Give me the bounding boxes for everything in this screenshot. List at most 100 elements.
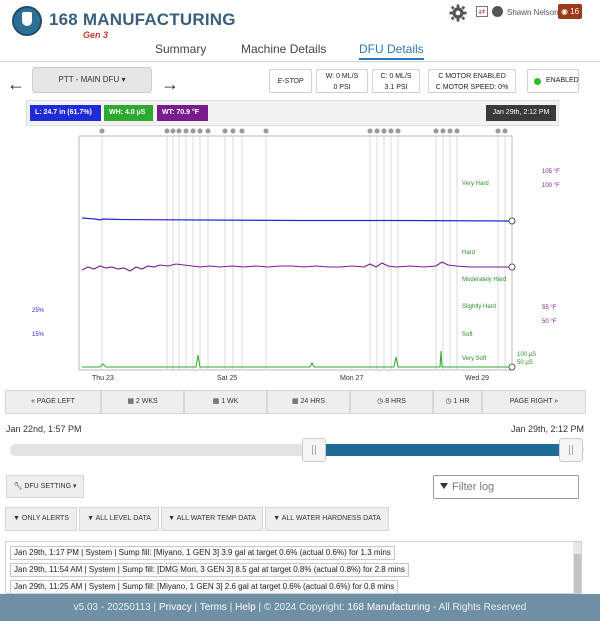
zone-label: Very Soft [462,356,487,362]
log-entry: Jan 29th, 1:17 PM | System | Sump fill: … [10,546,395,560]
water-flow: W: 0 ML/S [325,73,359,80]
only-alerts-button[interactable]: ▼ ONLY ALERTS [5,507,77,531]
company-link[interactable]: 168 Manufacturing [347,602,431,613]
page-navigation: « PAGE LEFT ▦ 2 WKS ▦ 1 WK ▦ 24 HRS ◷ 8 … [5,390,586,414]
zone-label: Hard [462,250,475,256]
device-select[interactable]: PTT - MAIN DFU ▾ [32,67,152,93]
enabled-toggle[interactable]: ENABLED [527,69,579,93]
motor-speed: C MOTOR SPEED: 0% [435,84,509,91]
notification-count: 16 [570,7,580,16]
level-axis-label: 25% [32,308,45,314]
legend-temperature[interactable]: WT: 70.9 °F [157,105,208,121]
all-water-hardness-button[interactable]: ▼ ALL WATER HARDNESS DATA [265,507,389,531]
level-series-line [81,217,513,222]
clock-icon: ◷ [377,398,386,405]
page-left-label: PAGE LEFT [36,398,75,405]
zone-label: Soft [462,332,473,338]
filter-log-placeholder: Filter log [452,481,495,493]
tab-divider [0,61,600,62]
two-weeks-label: 2 WKS [135,398,158,405]
temperature-series-line [81,261,512,272]
motor-status: C MOTOR ENABLED C MOTOR SPEED: 0% [428,69,516,93]
filter-icon [440,483,448,489]
one-week-label: 1 WK [221,398,239,405]
water-pressure: 0 PSI [333,84,351,91]
terms-link[interactable]: Terms [199,602,227,613]
arrow-left-icon[interactable]: ← [7,74,25,94]
temperature-endpoint [508,263,516,271]
page-right-button[interactable]: PAGE RIGHT » [482,390,586,414]
all-level-data-button[interactable]: ▼ ALL LEVEL DATA [79,507,159,531]
x-tick-label: Wed 29 [465,375,489,382]
enabled-label: ENABLED [546,77,579,84]
coolant-status: C: 0 ML/S 3.1 PSI [372,69,420,93]
coolant-pressure: 3.1 PSI [384,84,408,91]
filter-log-input[interactable]: Filter log [433,475,579,499]
zone-label: Moderately Hard [462,277,506,283]
8-hours-button[interactable]: ◷ 8 HRS [350,390,433,414]
all-water-temp-label: ALL WATER TEMP DATA [176,515,256,522]
filter-icon: ▼ [87,515,96,522]
privacy-link[interactable]: Privacy [158,602,192,613]
dfu-chart[interactable]: Very Hard Hard Moderately Hard Slightly … [0,126,600,388]
24-hours-label: 24 HRS [300,398,326,405]
eye-icon: ◉ [560,7,568,16]
all-water-hardness-label: ALL WATER HARDNESS DATA [281,515,381,522]
company-logo[interactable] [12,6,42,36]
event-markers [99,128,508,134]
24-hours-button[interactable]: ▦ 24 HRS [267,390,350,414]
page-right-label: PAGE RIGHT [509,398,553,405]
motor-enabled: C MOTOR ENABLED [438,73,506,80]
legend-level[interactable]: L: 24.7 in (61.7%) [30,105,101,121]
help-link[interactable]: Help [235,602,256,613]
tab-summary[interactable]: Summary [155,42,207,56]
calendar-icon: ▦ [291,398,301,405]
hardness-series-line [82,350,512,368]
conductivity-label: 100 µS [517,352,536,358]
caret-down-icon: ▾ [72,483,77,490]
temp-label: 55 °F [542,305,557,311]
globe-icon[interactable] [492,6,503,17]
range-start-handle[interactable] [302,438,326,462]
1-hour-label: 1 HR [453,398,470,405]
estop-button[interactable]: E-STOP [269,69,312,93]
arrow-right-icon[interactable]: → [161,74,179,94]
x-tick-label: Thu 23 [92,375,114,382]
filter-icon: ▼ [13,515,22,522]
footer: v5.03 - 20250113 | Privacy | Terms | Hel… [0,594,600,621]
tab-dfu-details[interactable]: DFU Details [359,42,424,60]
user-name[interactable]: Shawn Nelson [507,8,559,17]
event-lines [101,136,506,370]
tab-machine-details[interactable]: Machine Details [241,42,327,56]
filter-icon: ▼ [273,515,282,522]
event-log[interactable]: Jan 29th, 1:17 PM | System | Sump fill: … [5,541,582,594]
zone-label: Very Hard [462,181,489,187]
version-text: v5.03 - 20250113 [73,602,151,613]
dfu-setting-dropdown[interactable]: 🔧︎ DFU SETTING ▾ [6,475,84,498]
page-left-button[interactable]: « PAGE LEFT [5,390,101,414]
switch-icon[interactable]: ⇄ [476,6,488,17]
8-hours-label: 8 HRS [385,398,406,405]
caret-down-icon: ▾ [121,75,126,84]
temp-label: 105 °F [542,169,560,175]
zone-label: Slightly Hard [462,304,496,310]
gear-icon[interactable] [449,4,467,22]
log-entry: Jan 29th, 11:54 AM | System | Sump fill:… [10,563,409,577]
conductivity-label: 50 µS [517,360,533,366]
one-week-button[interactable]: ▦ 1 WK [184,390,267,414]
all-level-label: ALL LEVEL DATA [95,515,151,522]
range-end-handle[interactable] [559,438,583,462]
device-select-value: PTT - MAIN DFU [58,75,120,84]
legend-hardness[interactable]: WH: 4.0 µS [104,105,153,121]
1-hour-button[interactable]: ◷ 1 HR [433,390,482,414]
clock-icon: ◷ [445,398,454,405]
temp-label: 100 °F [542,183,560,189]
all-water-temp-button[interactable]: ▼ ALL WATER TEMP DATA [161,507,263,531]
plot-area [78,135,513,371]
double-chevron-left-icon: « [31,398,37,405]
log-scrollbar[interactable] [573,542,581,593]
temp-label: 50 °F [542,319,557,325]
rights-text: - All Rights Reserved [433,602,527,613]
two-weeks-button[interactable]: ▦ 2 WKS [101,390,184,414]
notification-badge[interactable]: ◉ 16 [558,4,582,19]
